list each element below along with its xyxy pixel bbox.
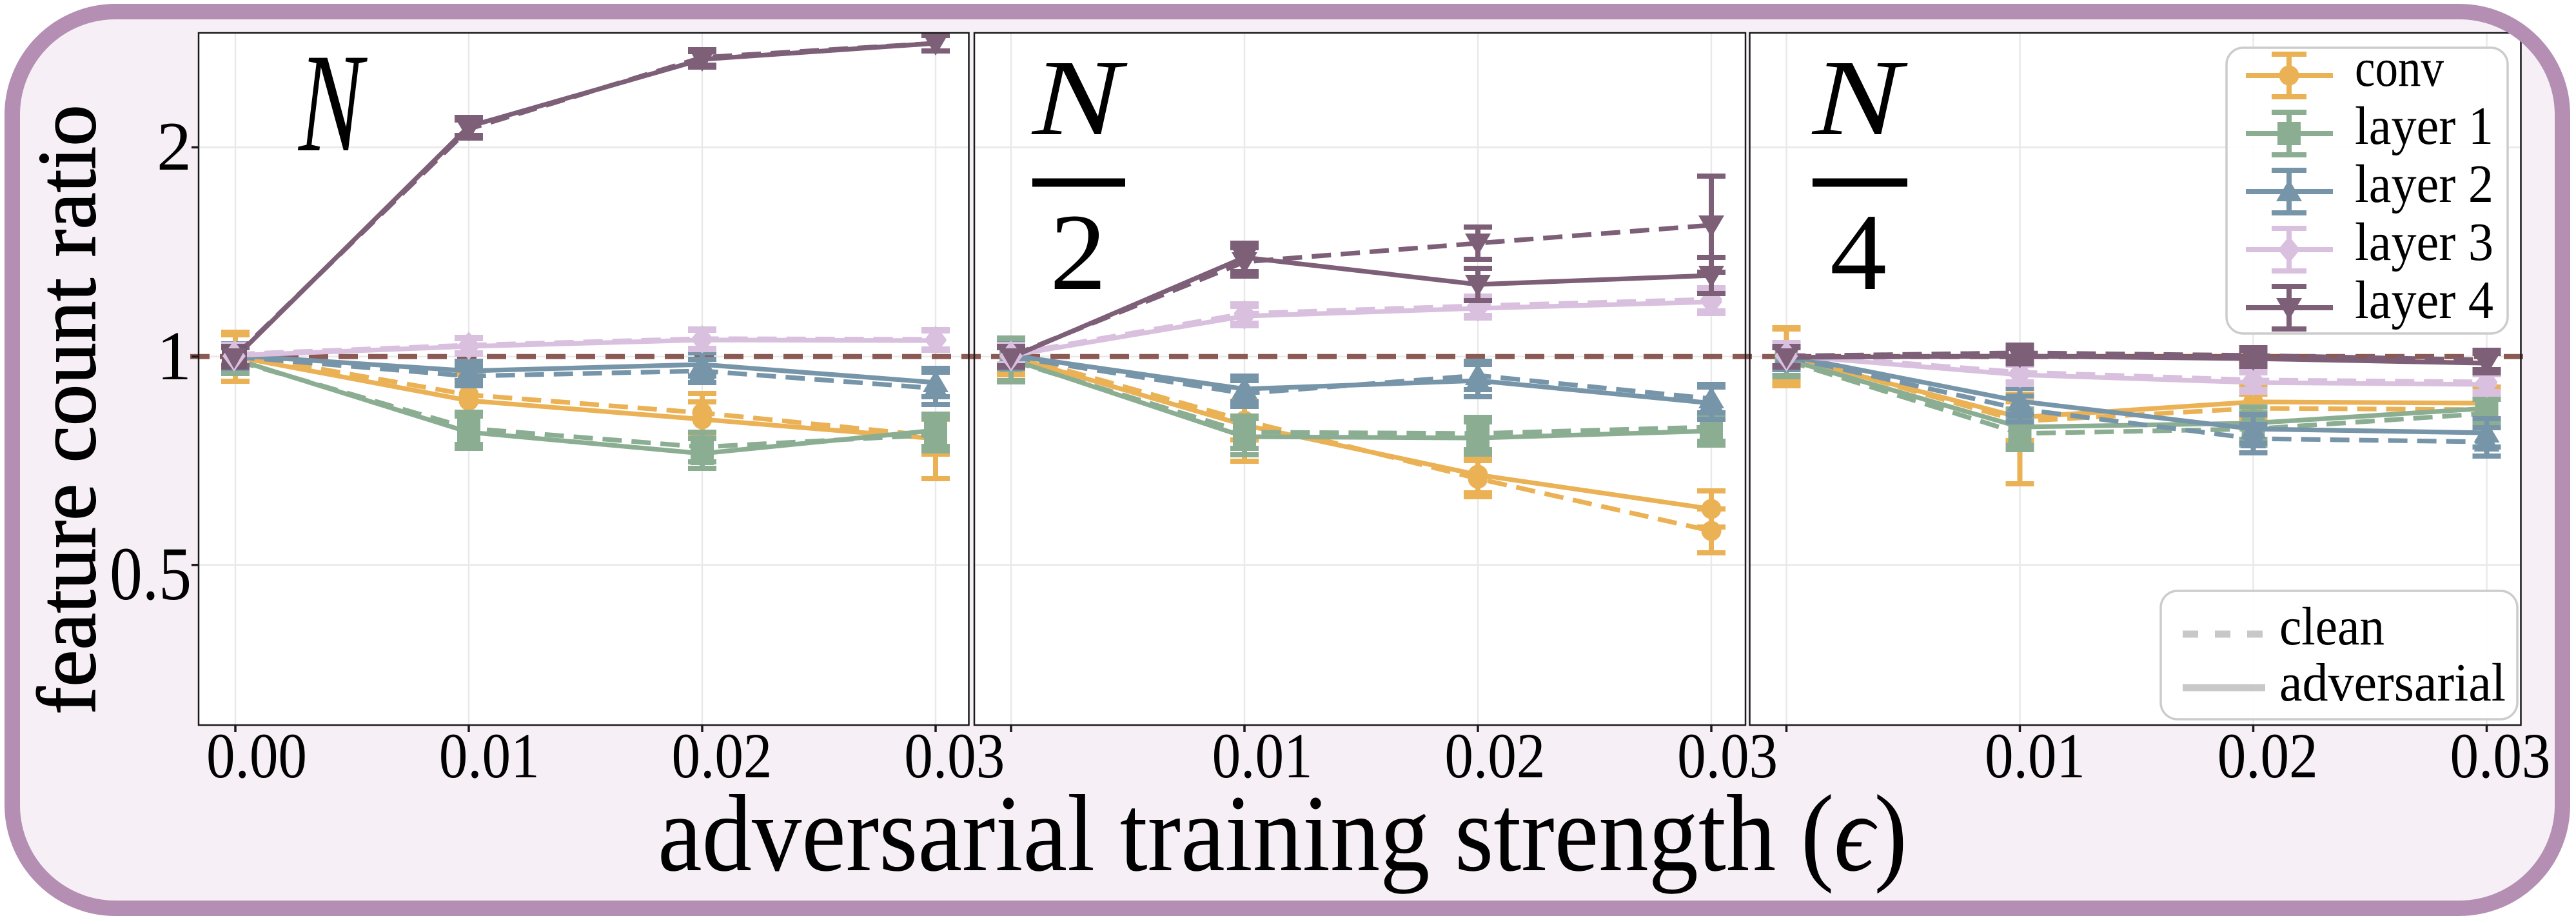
svg-text:0.02: 0.02 [2217, 720, 2318, 792]
svg-text:1: 1 [157, 318, 192, 395]
svg-text:0.03: 0.03 [904, 720, 1005, 792]
svg-text:0.03: 0.03 [2450, 720, 2551, 792]
svg-text:0.02: 0.02 [672, 720, 772, 792]
svg-text:0.01: 0.01 [439, 720, 540, 792]
svg-text:feature count ratio: feature count ratio [21, 105, 113, 715]
svg-text:conv: conv [2355, 38, 2444, 98]
svg-text:adversarial: adversarial [2279, 653, 2506, 713]
svg-text:0.01: 0.01 [1212, 720, 1313, 792]
svg-text:layer 4: layer 4 [2355, 270, 2493, 330]
svg-text:layer 1: layer 1 [2355, 96, 2493, 156]
svg-text:N: N [1811, 38, 1908, 158]
svg-text:N: N [1031, 38, 1128, 158]
svg-text:2: 2 [1050, 192, 1106, 313]
svg-text:layer 2: layer 2 [2355, 154, 2493, 214]
svg-text:N: N [298, 25, 368, 181]
svg-text:0.03: 0.03 [1677, 720, 1778, 792]
svg-text:2: 2 [157, 108, 192, 185]
svg-text:0.00: 0.00 [206, 720, 307, 792]
svg-text:0.02: 0.02 [1444, 720, 1545, 792]
svg-text:clean: clean [2279, 597, 2384, 657]
svg-text:0.01: 0.01 [1985, 720, 2085, 792]
svg-text:layer 3: layer 3 [2355, 212, 2493, 272]
svg-text:4: 4 [1830, 192, 1887, 313]
svg-text:adversarial training strength: adversarial training strength (ϵ) [658, 773, 1907, 894]
svg-text:0.5: 0.5 [110, 532, 192, 616]
